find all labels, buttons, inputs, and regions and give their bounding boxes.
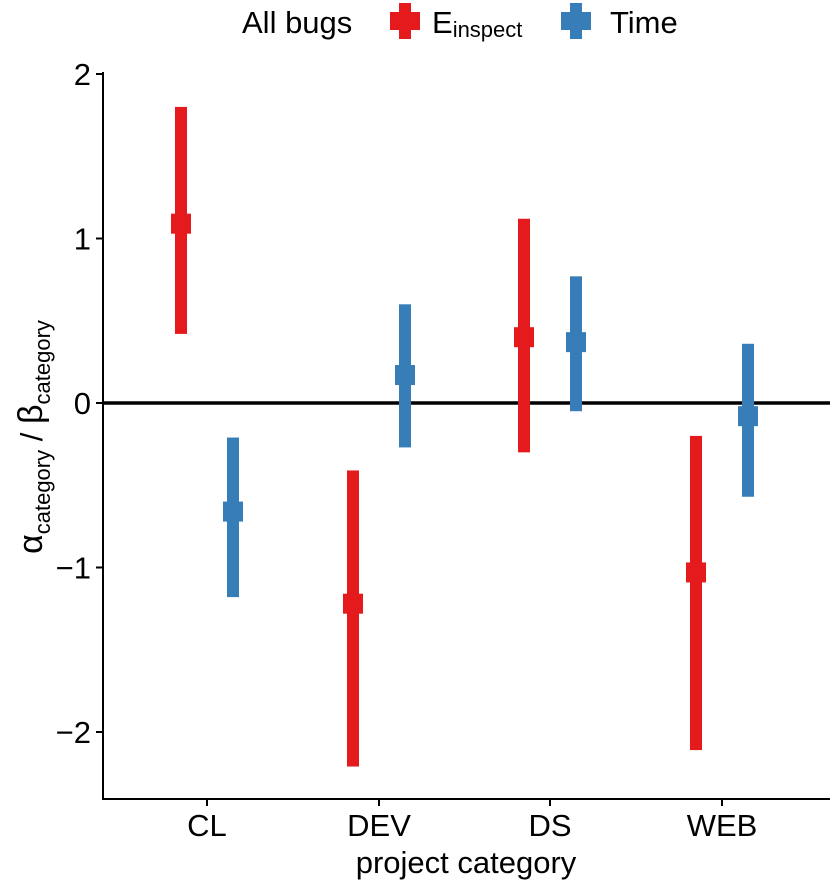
legend-label-time: Time xyxy=(610,5,678,40)
y-axis-title-sep: / xyxy=(14,424,49,450)
x-tick-label: DS xyxy=(528,808,571,843)
error-bar-e-inspect-cl xyxy=(171,106,191,334)
point-estimate xyxy=(171,213,191,234)
legend-item-time: Time xyxy=(561,3,678,40)
legend-label-e-inspect-sub: inspect xyxy=(453,17,523,42)
point-estimate xyxy=(514,327,534,348)
legend-title: All bugs xyxy=(242,5,352,40)
y-tick-label: −2 xyxy=(56,715,91,750)
y-tick-label: 2 xyxy=(74,57,91,92)
legend: All bugs Einspect Time xyxy=(242,3,678,42)
y-tick-label: −1 xyxy=(56,551,91,586)
error-bar-e-inspect-dev xyxy=(343,470,363,767)
y-tick-label: 1 xyxy=(74,222,91,257)
interval-bar xyxy=(690,435,702,751)
x-tick-label: DEV xyxy=(347,808,411,843)
legend-label-e-inspect: E xyxy=(432,5,453,40)
x-tick-label: CL xyxy=(187,808,227,843)
error-bar-e-inspect-ds xyxy=(514,218,534,453)
y-axis-title: αcategory / βcategory xyxy=(12,320,55,554)
x-ticks: CL DEV DS WEB xyxy=(187,799,757,843)
y-axis-title-beta-sub: category xyxy=(30,320,55,404)
point-estimate xyxy=(566,332,586,353)
error-bar-time-dev xyxy=(395,304,415,448)
point-estimate xyxy=(686,562,706,583)
x-axis-title: project category xyxy=(356,845,577,880)
interval-bar xyxy=(347,470,359,767)
error-bar-time-ds xyxy=(566,276,586,412)
y-axis-title-alpha-sub: category xyxy=(30,450,55,534)
point-estimate xyxy=(395,365,415,386)
data-marks xyxy=(171,106,758,767)
y-tick-label: 0 xyxy=(74,386,91,421)
point-estimate xyxy=(223,501,243,522)
legend-item-e-inspect: Einspect xyxy=(390,3,522,42)
error-bar-e-inspect-web xyxy=(686,435,706,751)
y-axis-title-alpha: α xyxy=(12,534,50,554)
point-estimate xyxy=(738,406,758,427)
legend-key-e-inspect-mark xyxy=(390,12,420,30)
legend-key-time-mark xyxy=(561,12,591,30)
point-estimate xyxy=(343,593,363,614)
y-ticks: 2 1 0 −1 −2 xyxy=(56,57,103,750)
svg-text:Einspect: Einspect xyxy=(432,5,522,42)
error-bar-time-web xyxy=(738,343,758,497)
x-tick-label: WEB xyxy=(687,808,758,843)
error-bar-time-cl xyxy=(223,437,243,598)
y-axis-title-beta: β xyxy=(12,404,50,424)
